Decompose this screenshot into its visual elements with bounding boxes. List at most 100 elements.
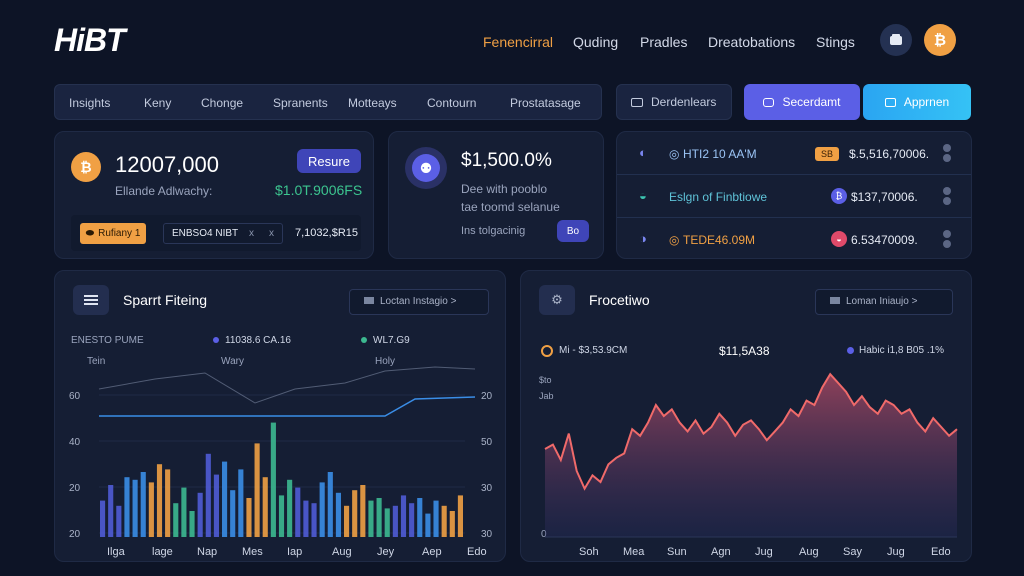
bar	[368, 500, 374, 537]
tab-contourn[interactable]: Contourn	[427, 96, 477, 110]
menu-icon[interactable]	[73, 285, 109, 315]
token-field-value: ENBSO4 NIBT	[172, 228, 239, 239]
nav-item-pradles[interactable]: Pradles	[640, 34, 688, 50]
logo[interactable]: HiBT	[54, 22, 126, 58]
trend-line	[99, 396, 476, 417]
x-tick-label: Sun	[667, 546, 687, 558]
sub-label-a: Tein	[87, 356, 106, 367]
secondary-action-button[interactable]: Secerdamt	[744, 84, 860, 120]
bar	[441, 505, 447, 537]
token-field[interactable]: ENBSO4 NIBT x x	[163, 223, 283, 244]
bar	[303, 500, 309, 537]
percent-desc-2: tae toomd selanue	[461, 200, 560, 214]
shield-icon: ⚉	[412, 154, 440, 182]
y-tick-label-right: 30	[481, 483, 493, 494]
y-tick-label-right: 20	[481, 391, 493, 402]
sub-label-c: Holy	[375, 356, 396, 367]
dashboard-button[interactable]: Derdenlears	[616, 84, 732, 120]
bar	[116, 505, 122, 537]
shield-badge: ⚉	[405, 147, 447, 189]
bar	[457, 495, 463, 537]
bar	[246, 498, 252, 537]
bar	[189, 511, 195, 537]
line-chart: Soh Mea Sun Agn Jug Aug Say Jug Edo	[544, 372, 958, 558]
ticker-icon: ◐	[639, 145, 647, 160]
bar	[173, 503, 179, 537]
trend-line	[98, 366, 476, 404]
bar	[319, 482, 325, 537]
document-icon	[884, 97, 896, 107]
y-label-top: $to	[539, 375, 552, 385]
ticker-separator	[617, 174, 971, 175]
ticker-value: $.5,516,70006.	[849, 147, 930, 161]
tab-chonge[interactable]: Chonge	[201, 96, 244, 110]
location-select-2[interactable]: Loman Iniaujo >	[815, 289, 953, 315]
x-tick-label: Soh	[579, 546, 599, 558]
nav-item-stings[interactable]: Stings	[816, 34, 855, 50]
drag-handle-icon[interactable]	[943, 187, 952, 205]
bar	[181, 487, 187, 537]
location-select[interactable]: Loctan Instagio >	[349, 289, 489, 315]
y-tick-label: 60	[69, 391, 81, 402]
x-tick-label: Aug	[332, 546, 352, 558]
nav-item-dreatobations[interactable]: Dreatobations	[708, 34, 796, 50]
resume-button[interactable]: Resure	[297, 149, 361, 173]
bar-panel-title: Sparrt Fiteing	[123, 292, 208, 308]
primary-action-button[interactable]: Apprnen	[863, 84, 971, 120]
legend-a: Mi - $3,53.9CM	[559, 345, 628, 356]
percent-desc-1: Dee with pooblo	[461, 182, 548, 196]
bar	[376, 498, 382, 537]
legend-swatch	[361, 337, 367, 343]
nav-item-financial[interactable]: Fenencirral	[483, 34, 554, 50]
ticker-icon: ◒	[639, 188, 647, 203]
ticker-icon: ◑	[639, 231, 647, 246]
tab-insights[interactable]: Insights	[69, 96, 111, 110]
tab-motteays[interactable]: Motteays	[348, 96, 397, 110]
bar	[278, 495, 285, 537]
x-tick-label: lage	[152, 546, 173, 558]
legend-swatch	[847, 347, 854, 354]
bar	[156, 464, 163, 537]
close-icon[interactable]: x	[269, 228, 274, 239]
bar	[100, 500, 106, 537]
chip-icon: ⬬	[85, 228, 95, 239]
bar	[360, 485, 366, 537]
balance-value: $1.0T.9006FS	[275, 182, 363, 198]
bar	[254, 443, 260, 537]
monitor-icon	[631, 97, 643, 107]
location-select-value: Loctan Instagio >	[380, 296, 457, 307]
percent-card-button[interactable]: Bo	[557, 220, 589, 242]
line-panel-title: Frocetiwo	[589, 292, 650, 308]
wallet-icon[interactable]	[880, 24, 912, 56]
bar	[132, 479, 138, 537]
bitcoin-icon[interactable]: ₿	[924, 24, 956, 56]
legend-c: Habic i1,8 B05 .1%	[859, 345, 945, 356]
ticker-value: $137,70006.	[851, 190, 918, 204]
drag-handle-icon[interactable]	[943, 144, 952, 162]
nav-item-quding[interactable]: Quding	[573, 34, 619, 50]
tab-prostatasage[interactable]: Prostatasage	[510, 96, 581, 110]
bitcoin-coin-icon: ₿	[71, 152, 101, 182]
bar	[417, 498, 423, 537]
legend-swatch	[213, 337, 219, 343]
sub-label-b: Wary	[221, 356, 244, 367]
y-zero: 0	[541, 529, 547, 540]
percent-card: ⚉ $1,500.0% Dee with pooblo tae toomd se…	[388, 131, 604, 259]
location-select-2-value: Loman Iniaujo >	[846, 296, 918, 307]
tab-spranents[interactable]: Spranents	[273, 96, 328, 110]
ticker-separator	[617, 217, 971, 218]
chat-icon	[763, 97, 775, 107]
rufiany-chip-label: Rufiany 1	[98, 228, 141, 239]
bar	[124, 477, 130, 537]
x-tick-label: Iap	[287, 546, 302, 558]
drag-handle-icon[interactable]	[943, 230, 952, 248]
bar	[287, 479, 293, 537]
settings-icon[interactable]: ⚙	[539, 285, 575, 315]
y-tick-label-right: 30	[481, 529, 493, 540]
area-line	[544, 372, 958, 491]
ticker-label: HTI2 10 AA'M	[683, 147, 757, 161]
x-tick-label: Edo	[467, 546, 487, 558]
rufiany-chip[interactable]: ⬬ Rufiany 1	[80, 223, 146, 244]
clear-icon[interactable]: x	[249, 228, 254, 239]
tab-keny[interactable]: Keny	[144, 96, 172, 110]
